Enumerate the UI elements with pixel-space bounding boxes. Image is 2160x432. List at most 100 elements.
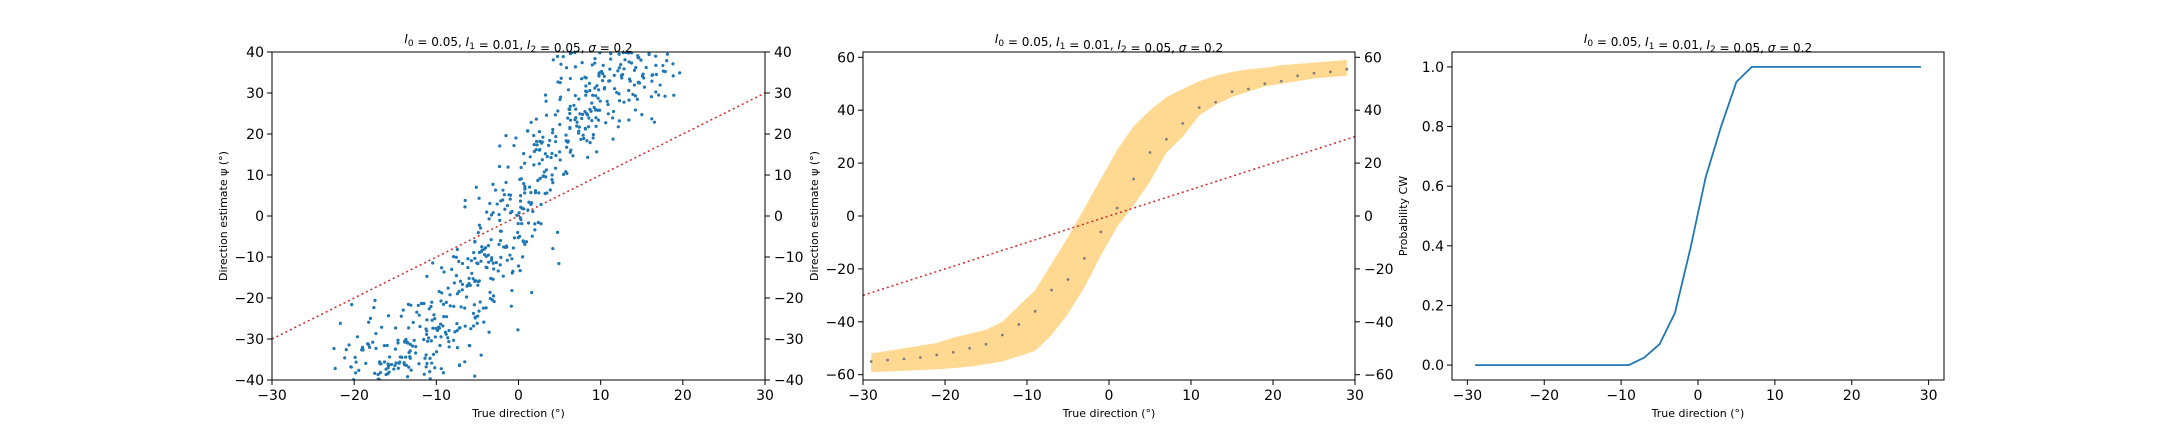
scatter-point <box>382 360 387 364</box>
scatter-point <box>380 325 384 329</box>
right-y-tick-label: 60 <box>1364 50 1382 66</box>
scatter-point <box>516 230 520 235</box>
x-tick-label: −20 <box>930 388 960 404</box>
scatter-point <box>632 83 637 87</box>
scatter-point <box>544 168 549 172</box>
scatter-point <box>487 330 491 334</box>
scatter-point <box>536 220 540 225</box>
scatter-point <box>622 100 626 104</box>
scatter-point <box>516 264 521 268</box>
scatter-point <box>615 90 619 95</box>
mean-point <box>1033 309 1037 313</box>
title-part: σ <box>588 41 596 55</box>
title-part: 0 <box>998 39 1004 49</box>
mean-point <box>951 350 955 354</box>
panel-band: −30 −20 −10 0 10 20 30−60−40−200204060−60−40−2… <box>808 32 1394 420</box>
scatter-point <box>532 143 536 147</box>
scatter-point <box>444 300 448 304</box>
scatter-point <box>564 133 568 137</box>
scatter-point <box>613 87 617 91</box>
x-axis-label: True direction (°) <box>1651 407 1745 420</box>
scatter-point <box>551 246 555 251</box>
scatter-point <box>566 88 571 92</box>
scatter-point <box>581 112 585 117</box>
scatter-point <box>622 67 626 71</box>
title-part: 2 <box>1710 45 1716 55</box>
y-tick-label: 10 <box>246 168 264 184</box>
scatter-point <box>595 150 599 154</box>
scatter-point <box>580 116 584 121</box>
scatter-point <box>473 374 477 378</box>
mean-point <box>1132 177 1135 181</box>
scatter-point <box>463 306 467 310</box>
scatter-point <box>572 103 576 107</box>
scatter-point <box>428 377 432 380</box>
scatter-point <box>530 234 534 238</box>
scatter-point <box>445 315 449 319</box>
scatter-point <box>501 188 505 192</box>
scatter-point <box>577 97 581 101</box>
title-part: 1 <box>1060 42 1066 52</box>
scatter-point <box>621 72 625 77</box>
scatter-point <box>374 346 378 350</box>
scatter-point <box>426 339 430 343</box>
right-y-tick-label: 20 <box>774 127 792 143</box>
scatter-point <box>532 163 536 167</box>
scatter-point <box>637 80 641 84</box>
x-tick-label: 10 <box>1182 388 1200 404</box>
scatter-point <box>678 71 682 75</box>
scatter-point <box>448 304 452 308</box>
y-tick-label: −40 <box>825 315 855 331</box>
scatter-point <box>596 118 601 122</box>
scatter-point <box>550 151 554 156</box>
scatter-point <box>422 372 426 376</box>
title-part: I <box>404 32 408 46</box>
right-y-tick-label: 0 <box>1364 209 1373 225</box>
scatter-point <box>378 371 383 375</box>
scatter-point <box>627 60 631 64</box>
scatter-point <box>411 320 415 324</box>
scatter-point <box>488 201 492 206</box>
mean-point <box>1247 87 1250 91</box>
scatter-point <box>523 191 527 195</box>
mean-point <box>935 353 939 357</box>
scatter-point <box>585 113 590 117</box>
scatter-point <box>650 79 654 83</box>
scatter-point <box>472 250 476 255</box>
scatter-point <box>533 222 537 226</box>
scatter-point <box>550 177 554 182</box>
x-tick-label: 30 <box>756 388 774 404</box>
scatter-point <box>441 324 445 328</box>
scatter-point <box>537 162 541 166</box>
y-tick-label: 30 <box>246 86 264 102</box>
scatter-point <box>593 57 597 61</box>
scatter-point <box>419 301 423 306</box>
x-tick-label: 10 <box>592 388 610 404</box>
x-tick-label: −10 <box>1606 388 1636 404</box>
scatter-point <box>441 371 445 375</box>
scatter-point <box>477 309 481 313</box>
scatter-point <box>561 172 566 176</box>
scatter-point <box>464 295 469 299</box>
scatter-point <box>663 70 667 74</box>
scatter-point <box>393 363 397 368</box>
scatter-point <box>544 99 548 103</box>
scatter-point <box>620 76 624 80</box>
scatter-point <box>518 199 523 203</box>
scatter-point <box>609 52 613 56</box>
scatter-point <box>376 372 380 377</box>
scatter-point <box>452 304 456 308</box>
scatter-point <box>490 256 494 260</box>
data-layer <box>272 52 765 380</box>
scatter-point <box>347 343 351 347</box>
title-part: = 0.05, <box>1716 41 1768 55</box>
scatter-point <box>443 330 448 334</box>
scatter-point <box>479 226 483 230</box>
y-tick-label: 20 <box>246 127 264 143</box>
scatter-point <box>425 332 429 337</box>
scatter-point <box>332 346 336 351</box>
scatter-point <box>439 299 443 303</box>
scatter-point <box>558 81 562 85</box>
title-part: = 0.05, <box>1593 35 1645 49</box>
x-tick-label: −20 <box>1529 388 1559 404</box>
